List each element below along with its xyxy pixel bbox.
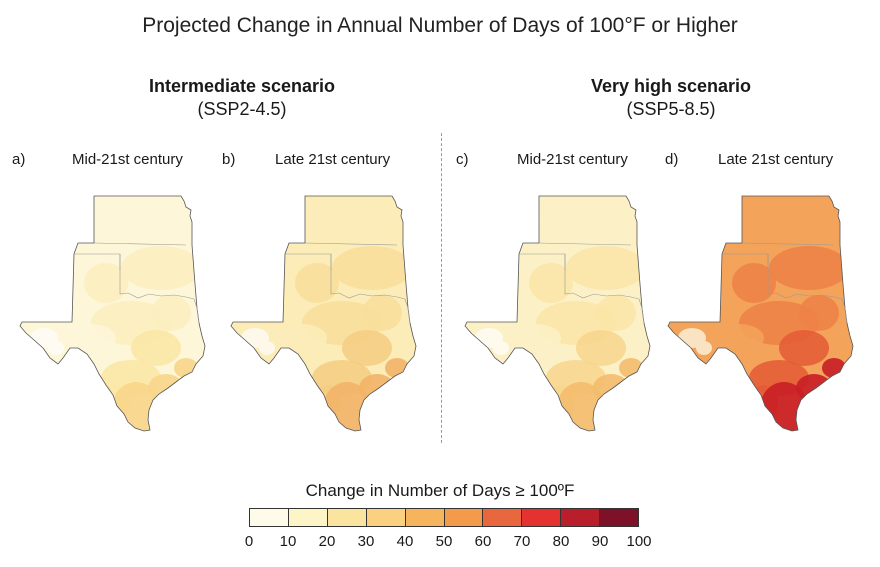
map-panel-b	[230, 195, 417, 432]
panel-b-label: Late 21st century	[275, 151, 391, 168]
region-outline	[667, 195, 854, 432]
legend-swatch	[405, 509, 445, 526]
state-border	[722, 253, 843, 300]
legend-tick-label: 10	[279, 533, 297, 550]
state-border	[304, 242, 398, 246]
scenario-code: (SSP2-4.5)	[197, 99, 287, 119]
state-border	[638, 298, 645, 324]
panel-d-letter: d)	[665, 151, 679, 168]
state-border	[193, 298, 200, 324]
legend-swatch	[483, 509, 523, 526]
state-border	[841, 298, 848, 324]
legend-tick-label: 70	[513, 533, 531, 550]
legend-swatch	[600, 509, 639, 526]
map-panel-c	[464, 195, 651, 432]
legend-tick-label: 60	[474, 533, 492, 550]
panel-c-label: Mid-21st century	[517, 151, 628, 168]
legend-swatch	[444, 509, 484, 526]
legend-swatch	[250, 509, 289, 526]
scenario-header-very-high: Very high scenario (SSP5-8.5)	[521, 76, 821, 120]
legend-swatch	[366, 509, 406, 526]
panel-c-letter: c)	[456, 151, 469, 168]
state-border	[519, 253, 640, 300]
legend-title: Change in Number of Days ≥ 100ºF	[305, 481, 575, 500]
scenario-code: (SSP5-8.5)	[626, 99, 716, 119]
legend-swatch	[327, 509, 367, 526]
scenario-divider	[441, 133, 442, 443]
state-border	[93, 242, 187, 246]
state-border	[285, 253, 406, 300]
panel-b-letter: b)	[222, 151, 236, 168]
state-border	[74, 253, 195, 300]
legend-tick-label: 30	[357, 533, 375, 550]
region-outline	[19, 195, 206, 432]
legend-swatch	[522, 509, 562, 526]
legend-tick-label: 0	[244, 533, 254, 550]
region-outline	[464, 195, 651, 432]
legend-tick-label: 80	[552, 533, 570, 550]
legend-swatch	[561, 509, 601, 526]
panel-a-letter: a)	[12, 151, 26, 168]
region-outline	[230, 195, 417, 432]
scenario-name: Very high scenario	[590, 76, 752, 96]
legend-swatch	[288, 509, 328, 526]
map-panel-d	[667, 195, 854, 432]
legend-tick-label: 20	[318, 533, 336, 550]
state-border	[404, 298, 411, 324]
scenario-header-intermediate: Intermediate scenario (SSP2-4.5)	[92, 76, 392, 120]
state-border	[741, 242, 835, 246]
color-scale-bar	[249, 508, 639, 527]
legend-tick-label: 40	[396, 533, 414, 550]
scenario-name: Intermediate scenario	[148, 76, 336, 96]
panel-d-label: Late 21st century	[718, 151, 834, 168]
legend-tick-label: 50	[435, 533, 453, 550]
legend-tick-label: 100	[626, 533, 652, 550]
panel-a-label: Mid-21st century	[72, 151, 183, 168]
legend-tick-label: 90	[591, 533, 609, 550]
state-border	[538, 242, 632, 246]
figure-title: Projected Change in Annual Number of Day…	[142, 14, 738, 37]
map-panel-a	[19, 195, 206, 432]
